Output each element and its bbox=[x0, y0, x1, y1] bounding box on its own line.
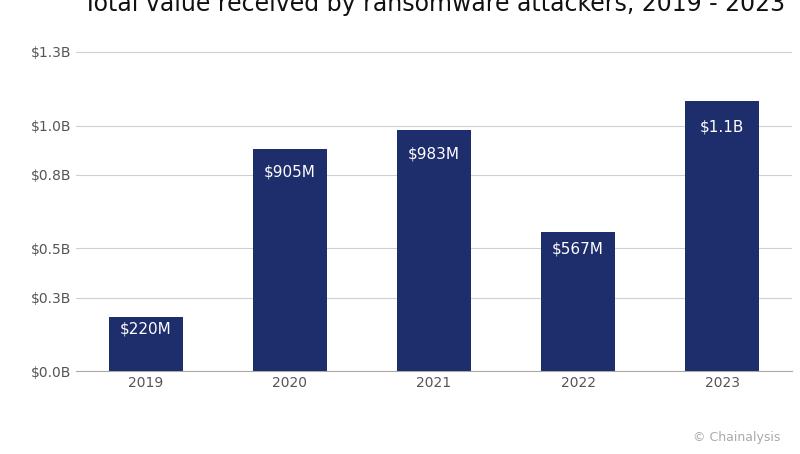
Text: $983M: $983M bbox=[408, 147, 460, 162]
Bar bbox=[685, 101, 759, 371]
Bar bbox=[253, 149, 327, 371]
Text: © Chainalysis: © Chainalysis bbox=[693, 431, 780, 444]
Bar bbox=[541, 232, 615, 371]
Bar bbox=[397, 130, 471, 371]
Title: Total value received by ransomware attackers, 2019 - 2023: Total value received by ransomware attac… bbox=[83, 0, 785, 15]
Text: $1.1B: $1.1B bbox=[700, 120, 744, 135]
Text: $905M: $905M bbox=[264, 164, 316, 179]
Bar bbox=[109, 317, 183, 371]
Text: $567M: $567M bbox=[552, 242, 604, 257]
Text: $220M: $220M bbox=[120, 321, 172, 336]
